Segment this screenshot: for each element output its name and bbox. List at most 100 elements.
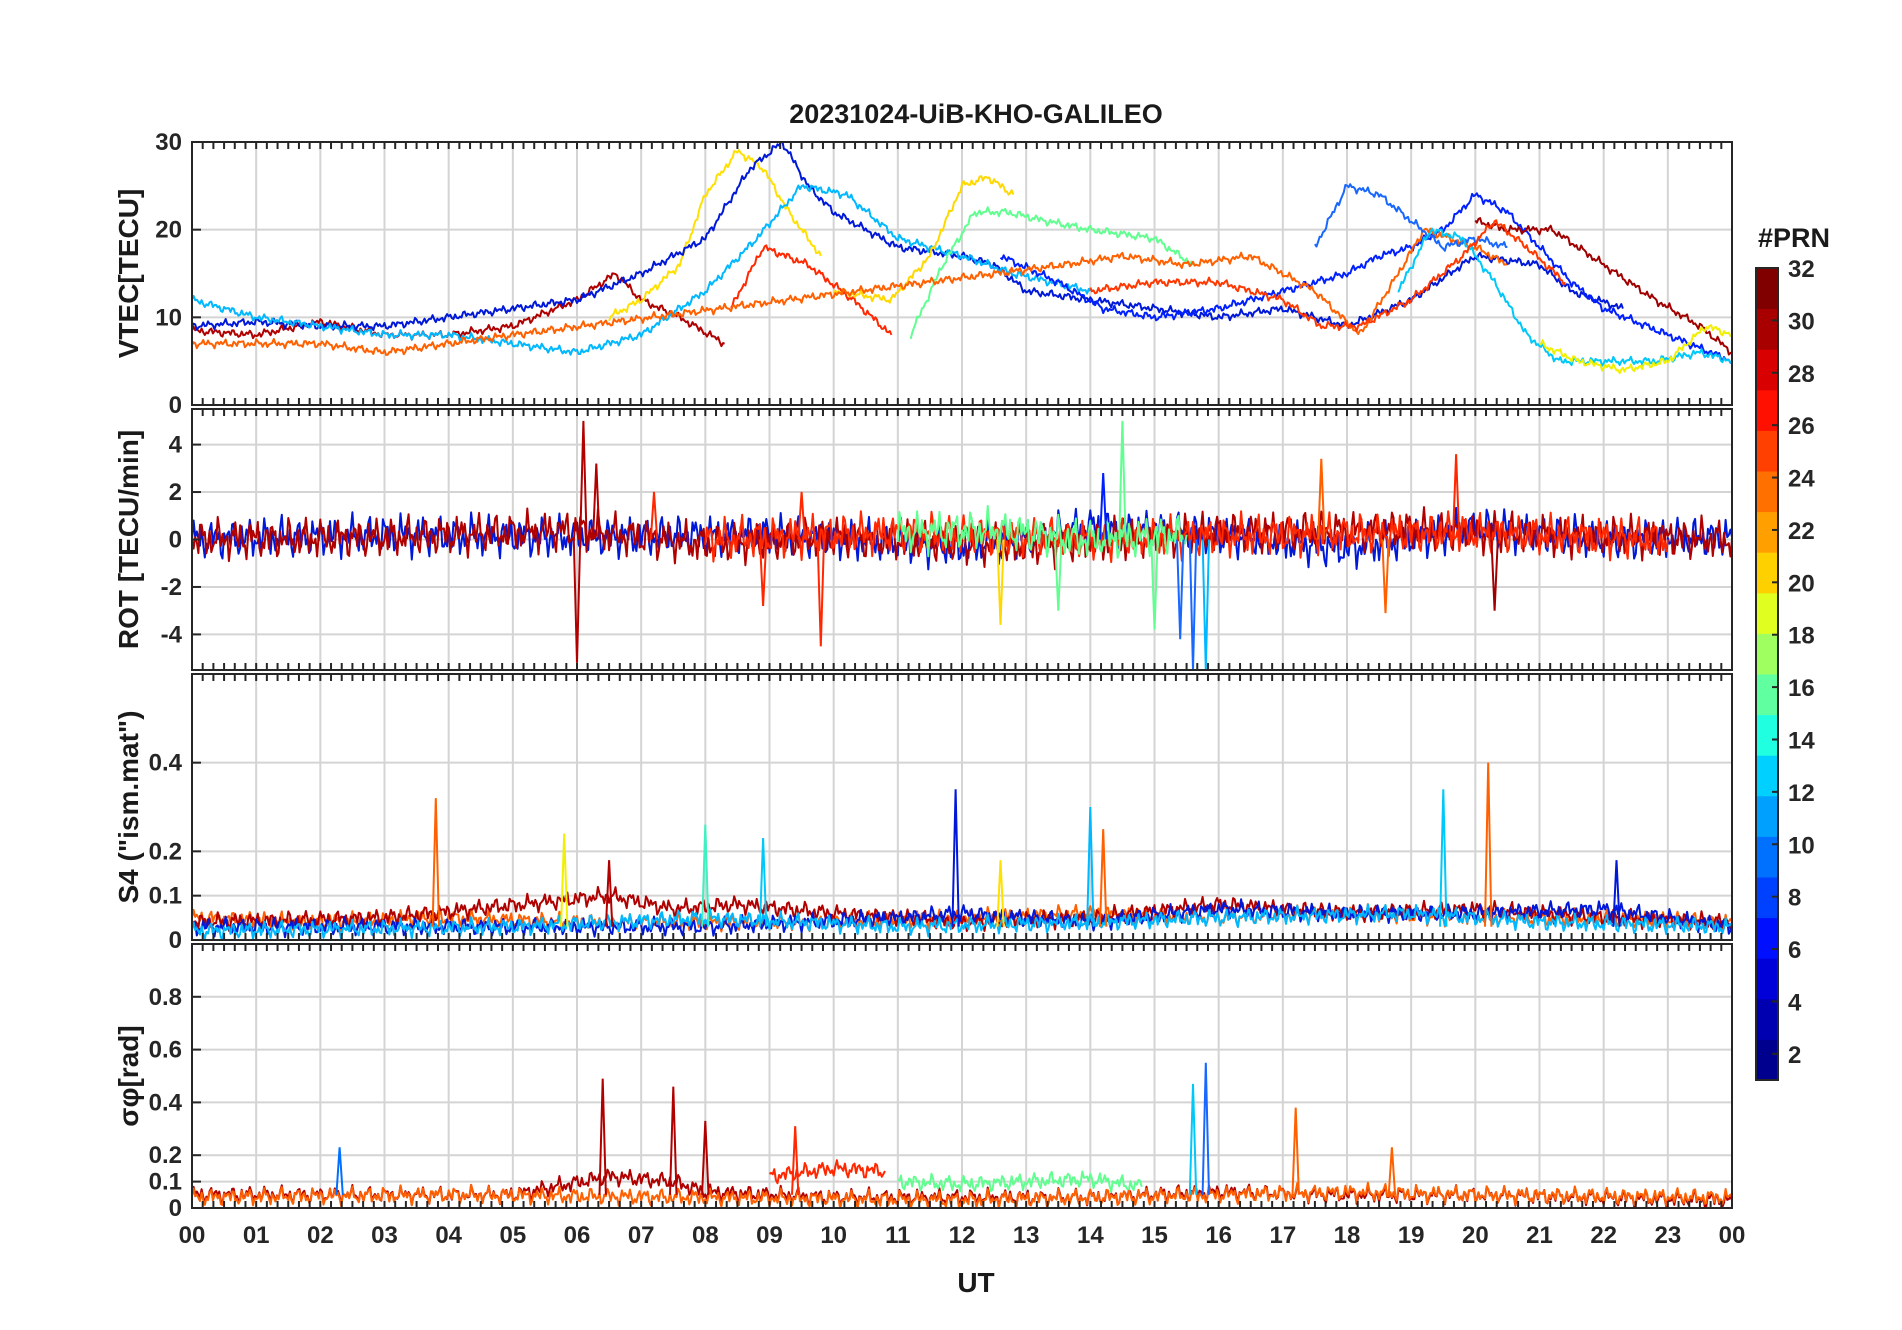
colorbar-tick-label: 26 [1788, 413, 1815, 440]
series-line-prn-27 [1089, 219, 1567, 332]
y-axis-label-sigma_phi: σφ[rad] [113, 1025, 144, 1126]
x-tick-label: 10 [820, 1222, 847, 1249]
series-line-prn-16 [897, 1170, 1143, 1193]
spike-mark [996, 539, 1005, 625]
series-line-prn-30 [192, 506, 1732, 571]
x-tick-label: 21 [1526, 1222, 1553, 1249]
colorbar-segment [1756, 349, 1778, 391]
spike-mark [1201, 539, 1210, 670]
colorbar-segment [1756, 511, 1778, 553]
x-tick-label: 07 [628, 1222, 655, 1249]
y-tick-label: 20 [155, 217, 182, 244]
y-tick-label: 0 [169, 527, 182, 554]
colorbar-segment [1756, 430, 1778, 472]
spike-mark [579, 420, 588, 540]
colorbar-segment [1756, 308, 1778, 350]
colorbar-tick-label: 12 [1788, 780, 1815, 807]
x-tick-label: 05 [499, 1222, 526, 1249]
colorbar-tick-label: 18 [1788, 623, 1815, 650]
colorbar-frame [1755, 267, 1779, 1081]
x-tick-label: 20 [1462, 1222, 1489, 1249]
x-tick-label: 22 [1590, 1222, 1617, 1249]
colorbar-segment [1756, 592, 1778, 634]
spike-mark [592, 463, 601, 540]
x-tick-label: 02 [307, 1222, 334, 1249]
chart-title: 20231024-UiB-KHO-GALILEO [789, 99, 1163, 129]
series-line-prn-9 [1314, 183, 1508, 252]
spike-mark [431, 798, 440, 927]
spike-mark [560, 833, 569, 927]
colorbar-tick-label: 28 [1788, 361, 1815, 388]
y-tick-label: 0.4 [149, 750, 183, 777]
panel-s4-data [192, 762, 1732, 940]
spike-mark [1291, 1107, 1300, 1195]
spike-mark [1150, 539, 1159, 630]
y-tick-label: 0.1 [149, 1169, 182, 1196]
y-tick-label: 0.6 [149, 1037, 182, 1064]
colorbar-label: #PRN [1758, 223, 1830, 253]
y-tick-label: 0.1 [149, 883, 182, 910]
colorbar-tick-label: 24 [1788, 466, 1815, 493]
y-tick-label: -4 [161, 621, 183, 648]
colorbar-tick-label: 20 [1788, 570, 1815, 597]
spike-mark [797, 491, 806, 540]
colorbar-segment [1756, 714, 1778, 756]
spike-mark [1054, 539, 1063, 611]
y-tick-label: 0.2 [149, 1142, 182, 1169]
spike-mark [1201, 1062, 1210, 1195]
spike-mark [701, 824, 710, 927]
x-tick-label: 13 [1013, 1222, 1040, 1249]
x-tick-label: 06 [564, 1222, 591, 1249]
colorbar-segment [1756, 1039, 1778, 1081]
series-line-prn-26 [768, 1159, 886, 1185]
series-line-prn-16 [909, 206, 1194, 340]
spike-mark [604, 860, 614, 927]
series-line-prn-12 [192, 903, 1732, 940]
spike-mark [791, 1126, 800, 1195]
panel-rot-data [192, 420, 1732, 670]
panel-sigma_phi: 00.10.2 0.4 0.6 0.8σφ[rad] [113, 943, 1733, 1222]
x-tick-label: 00 [1719, 1222, 1746, 1249]
spike-mark [1387, 1147, 1397, 1195]
series-line-prn-26 [730, 244, 893, 336]
colorbar-segment [1756, 389, 1778, 431]
series-line-prn-20 [608, 149, 822, 322]
colorbar-tick-label: 30 [1788, 308, 1815, 335]
x-tick-label: 03 [371, 1222, 398, 1249]
y-tick-label: 0.2 [149, 838, 182, 865]
spike-mark [335, 1147, 344, 1195]
panel-vtec: 0 10 20 30 VTEC[TECU] [113, 129, 1733, 419]
spike-mark [1118, 420, 1127, 540]
colorbar-segment [1756, 917, 1778, 959]
colorbar-tick-label: 4 [1788, 989, 1802, 1016]
panel-s4: 0 0.1 0.2 0.4S4 ("ism.mat") [113, 673, 1733, 954]
y-tick-label: 10 [155, 304, 182, 331]
spike-mark [1099, 829, 1108, 927]
series-line-prn-30 [192, 272, 725, 348]
colorbar-tick-label: 22 [1788, 518, 1815, 545]
spike-mark [758, 837, 768, 927]
x-tick-label: 15 [1141, 1222, 1168, 1249]
panel-rot: -4 -2 0 2 4 ROT [TECU/min] [113, 408, 1733, 671]
spike-mark [1086, 806, 1095, 927]
colorbar-segment [1756, 268, 1778, 310]
spike-mark [572, 539, 582, 663]
colorbar-tick-label: 10 [1788, 832, 1815, 859]
x-tick-label: 19 [1398, 1222, 1425, 1249]
colorbar-tick-label: 2 [1788, 1042, 1801, 1069]
y-tick-label: 4 [169, 432, 183, 459]
colorbar-segment [1756, 836, 1778, 878]
x-tick-label: 11 [885, 1222, 910, 1249]
series-line-prn-30 [192, 885, 1732, 933]
x-tick-label: 18 [1334, 1222, 1361, 1249]
spike-mark [1612, 860, 1621, 927]
series-line-prn-3 [999, 192, 1732, 364]
spike-mark [649, 491, 659, 540]
series-line-prn-11 [1397, 227, 1732, 367]
x-tick-label: 08 [692, 1222, 719, 1249]
spike-mark [1188, 1083, 1198, 1195]
spike-mark [1317, 458, 1326, 540]
